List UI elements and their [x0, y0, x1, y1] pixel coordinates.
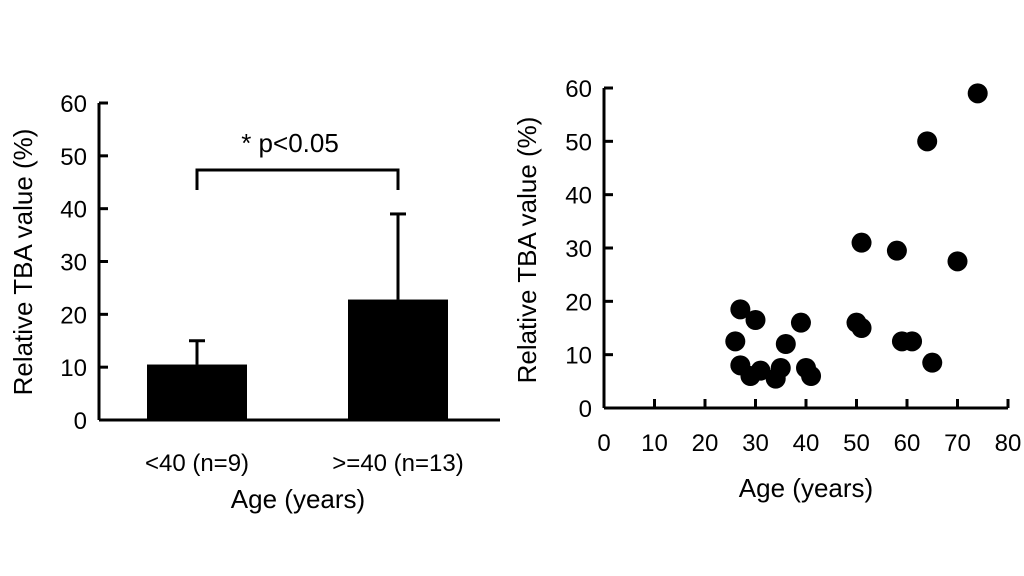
- data-point: [947, 251, 968, 272]
- y-tick-label: 20: [565, 289, 592, 316]
- category-label: <40 (n=9): [145, 450, 249, 477]
- x-tick-label: 50: [843, 430, 870, 457]
- bar: [348, 299, 448, 420]
- data-point: [886, 240, 907, 261]
- data-point: [745, 310, 766, 330]
- data-point: [851, 232, 872, 253]
- y-tick-label: 30: [60, 250, 87, 277]
- data-point: [750, 360, 771, 381]
- data-point: [775, 334, 796, 354]
- x-tick-label: 70: [944, 430, 971, 457]
- bar-chart: 0 10 20 30 40 50 60 <40 (n=9) >=40 (n=13) * p<0.0…: [8, 91, 500, 514]
- y-tick-label: 10: [60, 355, 87, 382]
- y-tick-label: 50: [565, 129, 592, 156]
- significance-bracket: [195, 168, 400, 190]
- y-axis-title: Relative TBA value (%): [512, 117, 542, 384]
- scatter-chart: 0 10 20 30 40 50 60 0 10 20 30 40 50 60 70 80 Age (years…: [512, 76, 1021, 503]
- category-label: >=40 (n=13): [332, 450, 463, 477]
- data-point: [730, 299, 751, 320]
- data-point: [725, 331, 746, 352]
- y-tick-label: 40: [60, 197, 87, 224]
- y-tick-label: 40: [565, 183, 592, 210]
- y-tick-label: 60: [60, 91, 87, 118]
- x-tick-label: 10: [641, 430, 668, 457]
- x-tick-label: 80: [995, 430, 1022, 457]
- y-tick-label: 30: [565, 236, 592, 263]
- data-point: [801, 366, 822, 386]
- data-point: [770, 358, 791, 378]
- x-axis-title: Age (years): [231, 484, 365, 514]
- y-tick-label: 10: [565, 343, 592, 370]
- significance-label: * p<0.05: [241, 128, 339, 158]
- y-tick-label: 20: [60, 302, 87, 329]
- y-tick-label: 60: [565, 76, 592, 103]
- x-axis-title: Age (years): [739, 473, 873, 503]
- x-tick-label: 60: [894, 430, 921, 457]
- y-tick-label: 50: [60, 144, 87, 171]
- data-point: [922, 352, 943, 373]
- y-tick-label: 0: [579, 396, 592, 423]
- data-point: [902, 331, 923, 352]
- bar: [147, 364, 247, 420]
- data-point: [851, 318, 872, 338]
- data-point: [790, 312, 811, 333]
- y-tick-label: 0: [74, 408, 87, 435]
- x-tick-label: 30: [742, 430, 769, 457]
- x-tick-label: 0: [597, 430, 610, 457]
- data-point: [917, 131, 938, 152]
- data-point: [967, 83, 988, 104]
- y-axis-title: Relative TBA value (%): [8, 129, 38, 396]
- x-tick-label: 20: [692, 430, 719, 457]
- x-tick-label: 40: [793, 430, 820, 457]
